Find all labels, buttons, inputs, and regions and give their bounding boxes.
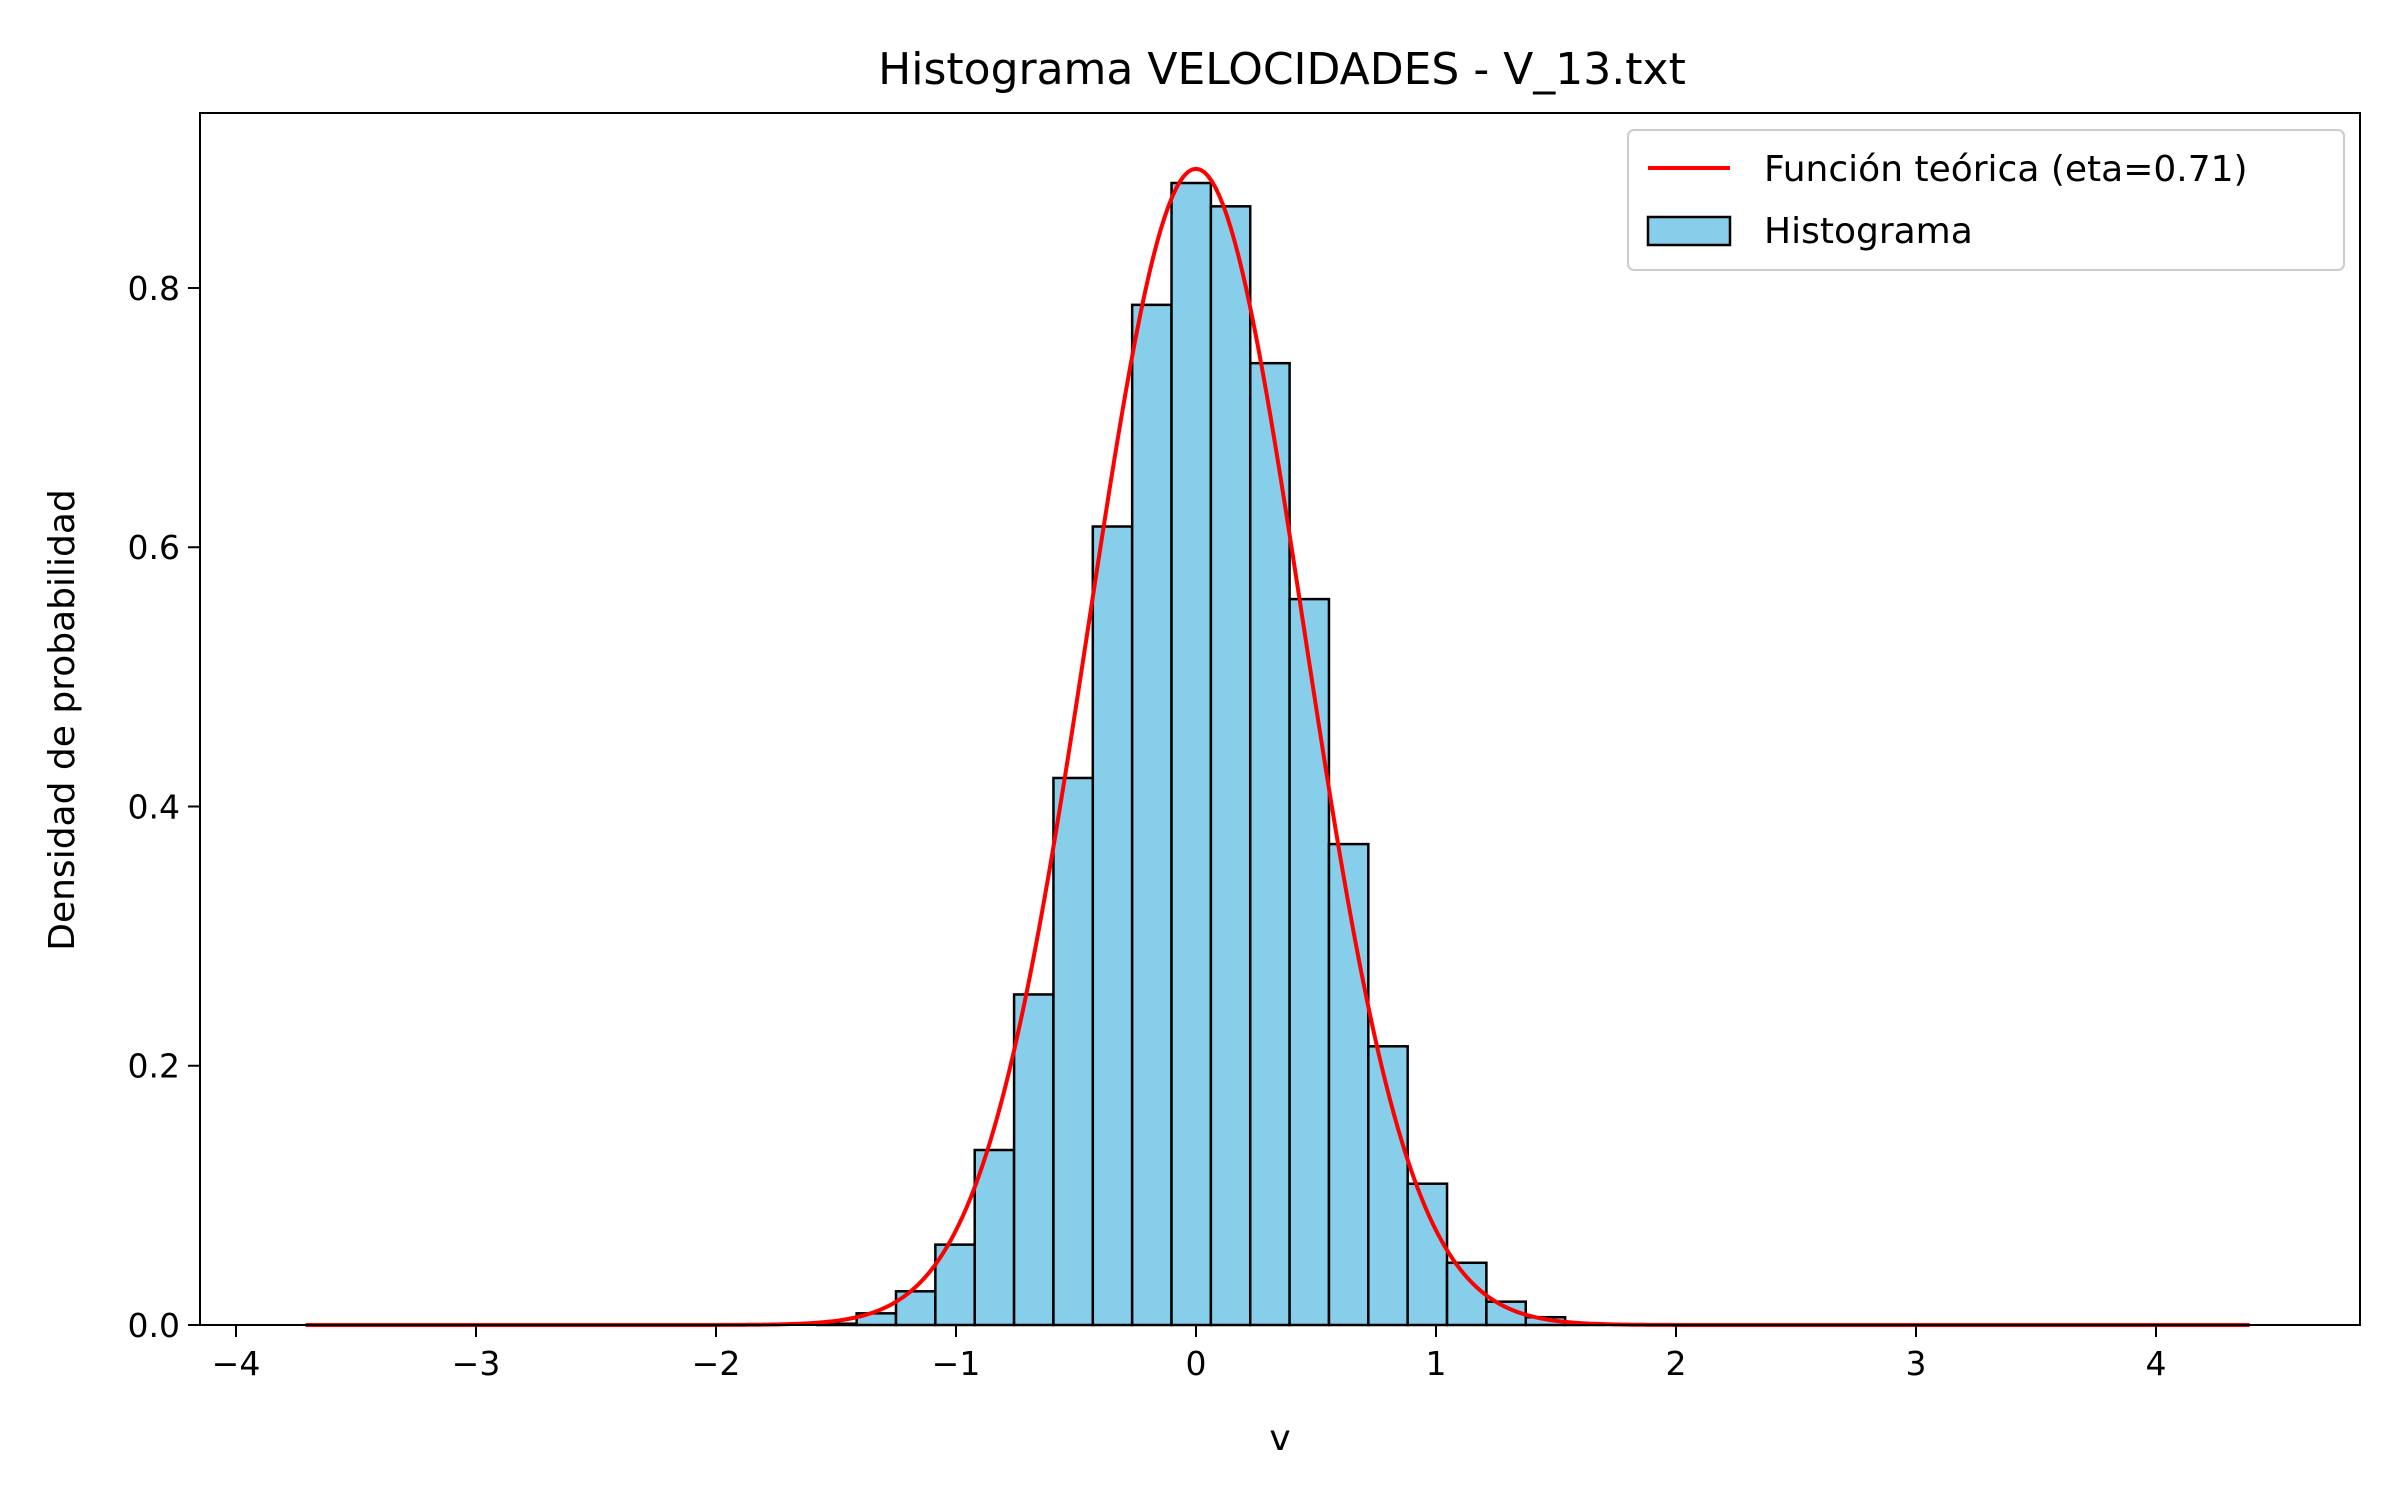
histogram-bar: [1012, 993, 1055, 1327]
plot-frame: [199, 112, 2361, 1326]
legend: Función teórica (eta=0.71) Histograma: [1627, 129, 2345, 271]
x-tick-label: 3: [1906, 1344, 1927, 1383]
legend-histogram-label: Histograma: [1764, 211, 1973, 252]
legend-box: [1627, 129, 2345, 271]
legend-histogram-swatch: [1646, 215, 1732, 247]
histogram-bar: [1091, 525, 1134, 1327]
y-tick-label: 0.8: [128, 269, 180, 308]
histogram-bar: [973, 1148, 1016, 1327]
x-tick-label: −4: [212, 1344, 261, 1383]
histogram-bars: [816, 181, 1606, 1327]
y-axis-label: Densidad de probabilidad: [42, 489, 83, 951]
x-tick-label: 2: [1666, 1344, 1687, 1383]
x-tick-label: −2: [692, 1344, 741, 1383]
y-tick-label: 0.0: [128, 1306, 180, 1345]
histogram-bar: [1209, 205, 1252, 1327]
x-axis-ticks: −4 −3 −2 −1 0 1 2 3 4: [212, 1325, 2167, 1383]
histogram-bar: [1327, 842, 1370, 1327]
y-tick-label: 0.6: [128, 528, 180, 567]
x-tick-label: 1: [1426, 1344, 1447, 1383]
histogram-bar: [934, 1243, 976, 1327]
histogram-bar: [1445, 1261, 1488, 1327]
chart-title: Histograma VELOCIDADES - V_13.txt: [878, 44, 1686, 95]
x-tick-label: −3: [452, 1344, 501, 1383]
y-tick-label: 0.4: [128, 787, 180, 826]
histogram-bar: [1406, 1182, 1449, 1327]
y-axis-ticks: 0.0 0.2 0.4 0.6 0.8: [128, 269, 200, 1345]
x-tick-label: 0: [1186, 1344, 1207, 1383]
histogram-bar: [1052, 776, 1095, 1327]
x-tick-label: 4: [2146, 1344, 2167, 1383]
histogram-bar: [1170, 181, 1213, 1327]
histogram-bar: [1288, 597, 1331, 1327]
x-tick-label: −1: [932, 1344, 981, 1383]
legend-curve-label: Función teórica (eta=0.71): [1764, 149, 2248, 190]
histogram-bar: [1130, 303, 1173, 1327]
x-axis-label: v: [1269, 1418, 1290, 1459]
y-tick-label: 0.2: [128, 1047, 180, 1086]
